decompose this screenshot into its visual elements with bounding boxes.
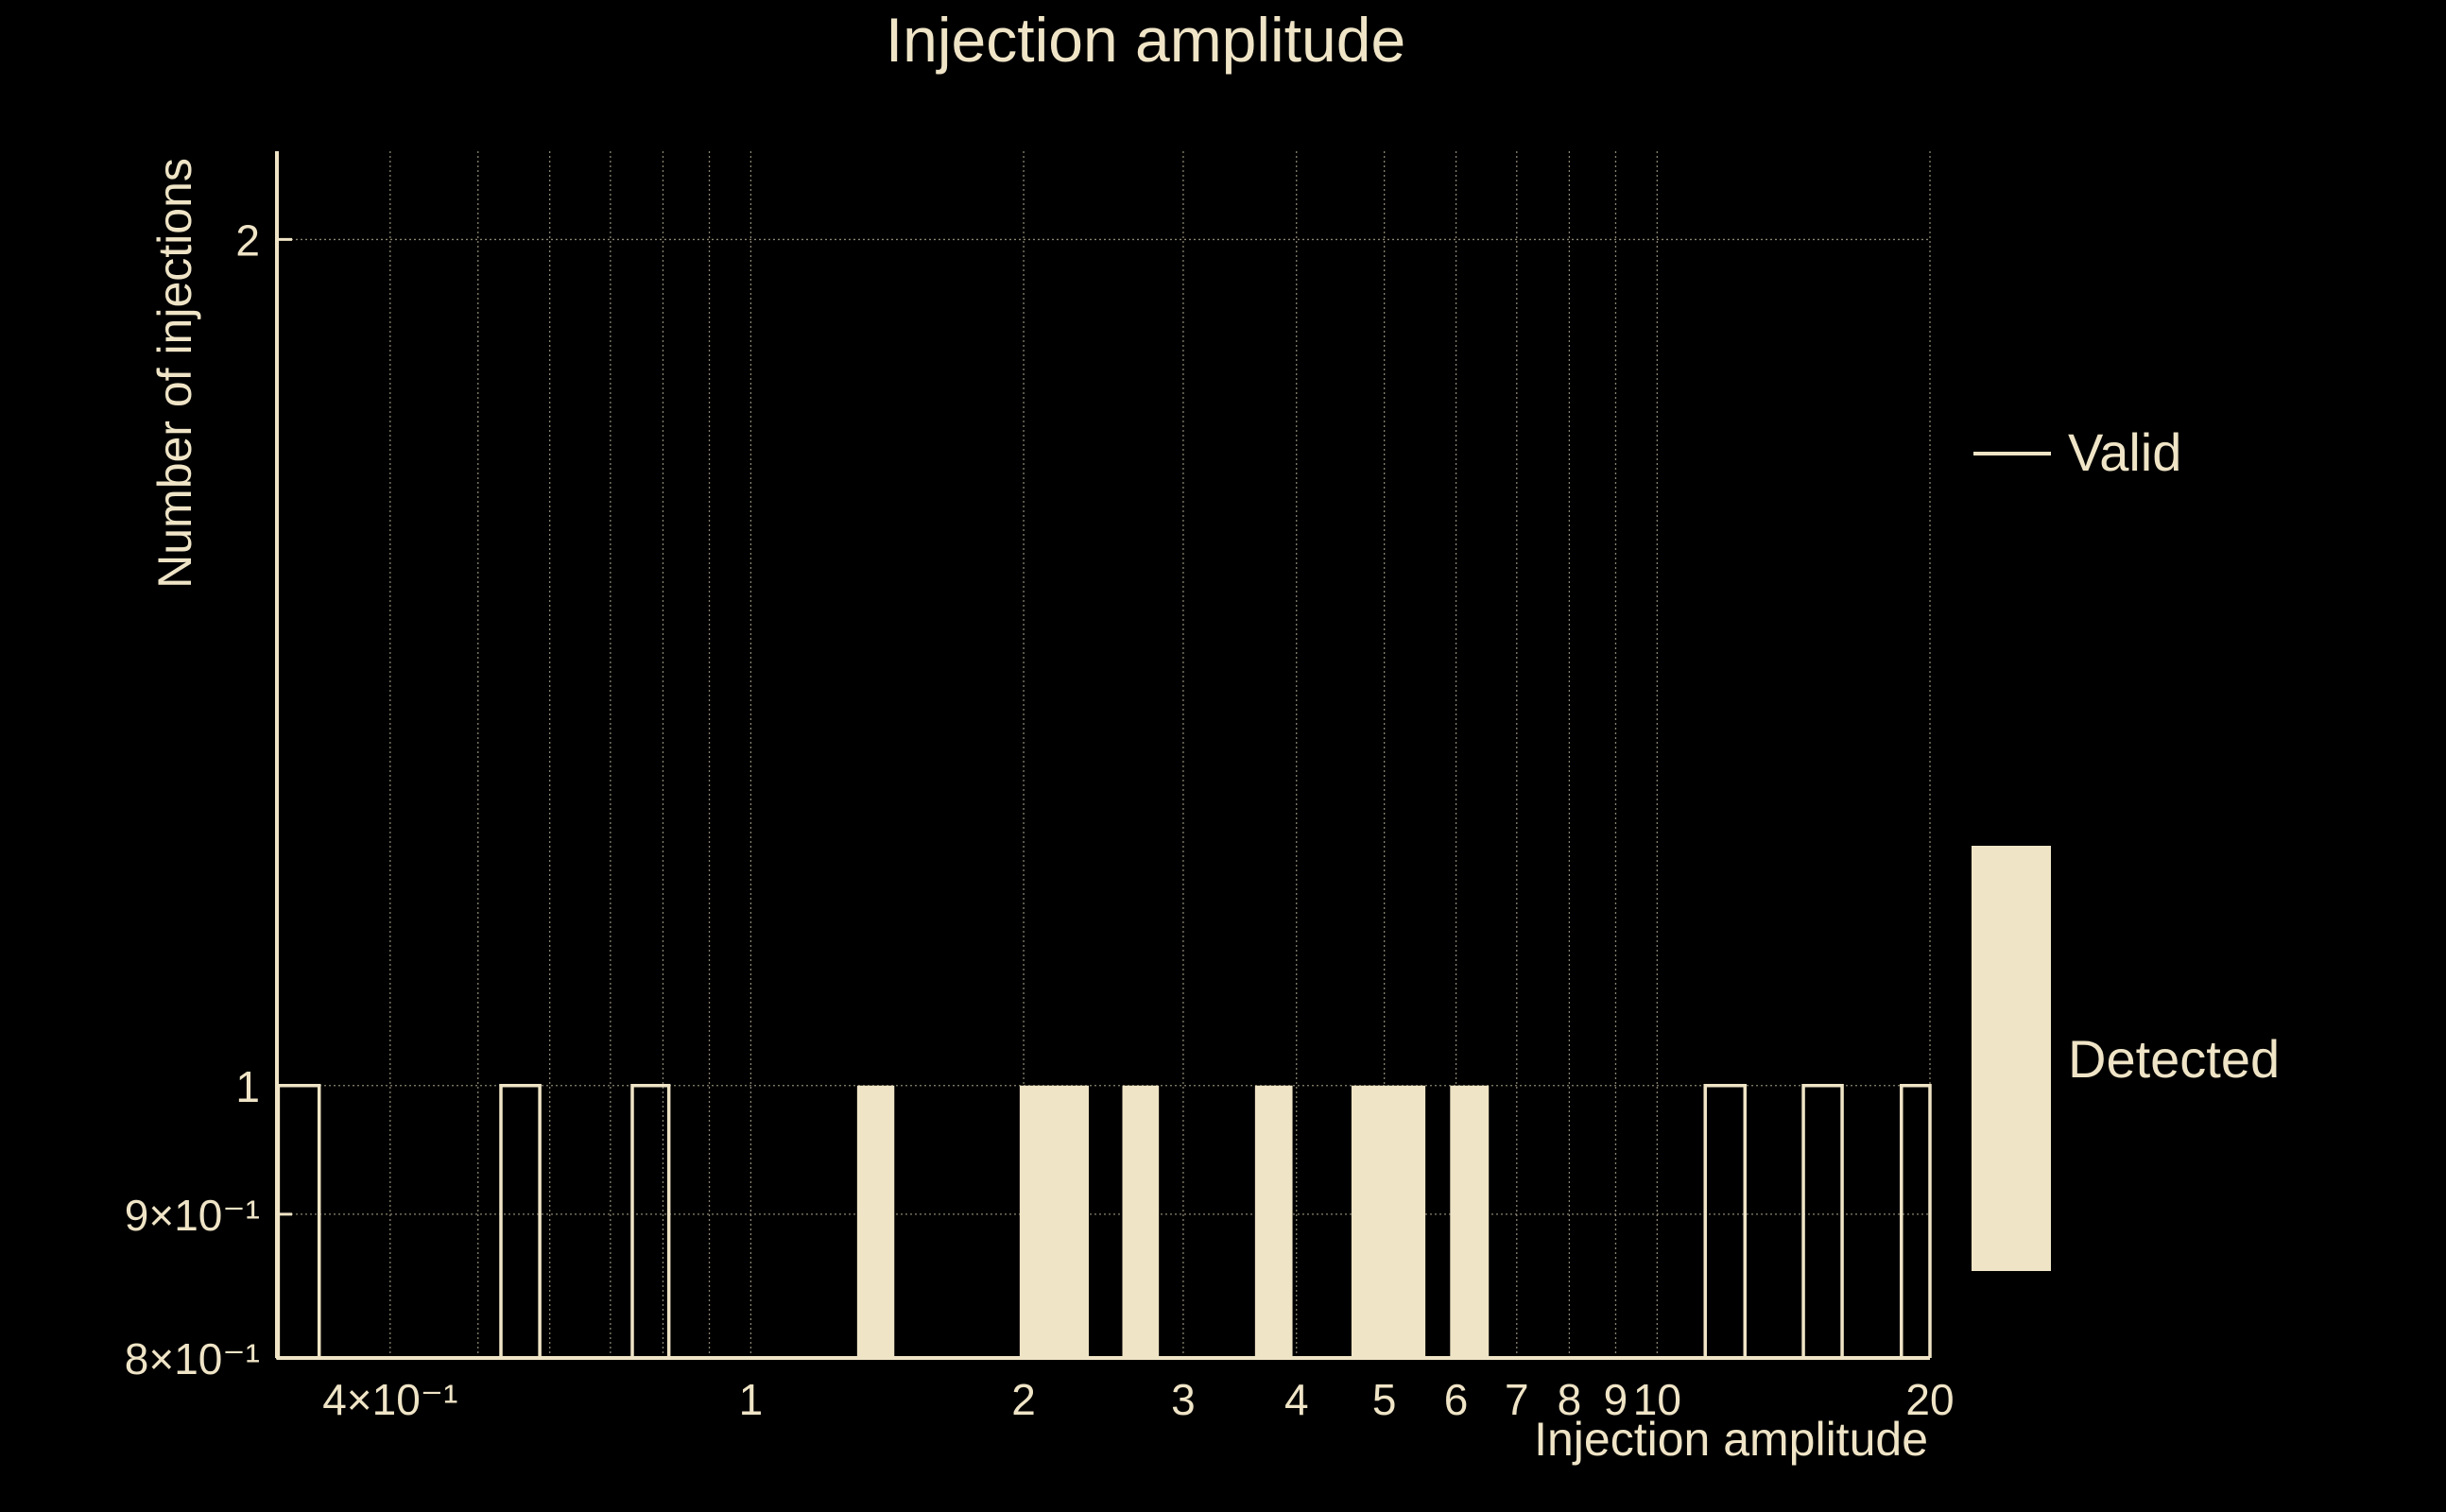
y-tick-label: 8×10⁻¹ <box>125 1334 260 1383</box>
x-tick-label: 6 <box>1444 1375 1469 1424</box>
x-tick-label: 2 <box>1011 1375 1036 1424</box>
x-tick-label: 10 <box>1633 1375 1681 1424</box>
x-tick-label: 5 <box>1372 1375 1397 1424</box>
x-tick-label: 3 <box>1171 1375 1196 1424</box>
tick-labels: 4×10⁻¹ 1 2 3 4 5 6 7 8 9 10 20 8×10⁻¹ 9×10⁻¹ 1 2 <box>125 215 1955 1424</box>
bar-detected <box>856 1085 895 1358</box>
x-tick-label: 1 <box>739 1375 764 1424</box>
bar-detected <box>1019 1085 1090 1358</box>
chart-title: Injection amplitude <box>886 5 1405 75</box>
axes <box>275 151 1930 1360</box>
bar-valid <box>1703 1084 1748 1358</box>
bar-detected <box>1351 1085 1426 1358</box>
bar-detected <box>1122 1085 1160 1358</box>
x-axis-label: Injection amplitude <box>1534 1413 1928 1466</box>
bars <box>276 1084 1932 1358</box>
bar-detected <box>1254 1085 1293 1358</box>
x-tick-label: 20 <box>1905 1375 1954 1424</box>
legend-label-detected: Detected <box>2068 1029 2280 1089</box>
x-tick-label: 4×10⁻¹ <box>322 1375 457 1424</box>
bar-valid <box>1801 1084 1844 1358</box>
y-axis-label: Number of injections <box>148 158 201 589</box>
y-tick-label: 9×10⁻¹ <box>125 1191 260 1240</box>
legend: Valid Detected <box>1972 422 2280 1271</box>
bar-valid <box>1900 1084 1932 1358</box>
bar-valid <box>630 1084 671 1358</box>
bar-valid <box>499 1084 542 1358</box>
x-tick-label: 9 <box>1604 1375 1628 1424</box>
y-tick-label: 1 <box>235 1062 260 1111</box>
legend-swatch-detected <box>1972 846 2051 1271</box>
legend-label-valid: Valid <box>2068 422 2181 482</box>
x-tick-label: 8 <box>1558 1375 1582 1424</box>
bar-detected <box>1450 1085 1490 1358</box>
y-tick-label: 2 <box>235 215 260 265</box>
x-tick-label: 4 <box>1284 1375 1309 1424</box>
x-tick-label: 7 <box>1505 1375 1529 1424</box>
